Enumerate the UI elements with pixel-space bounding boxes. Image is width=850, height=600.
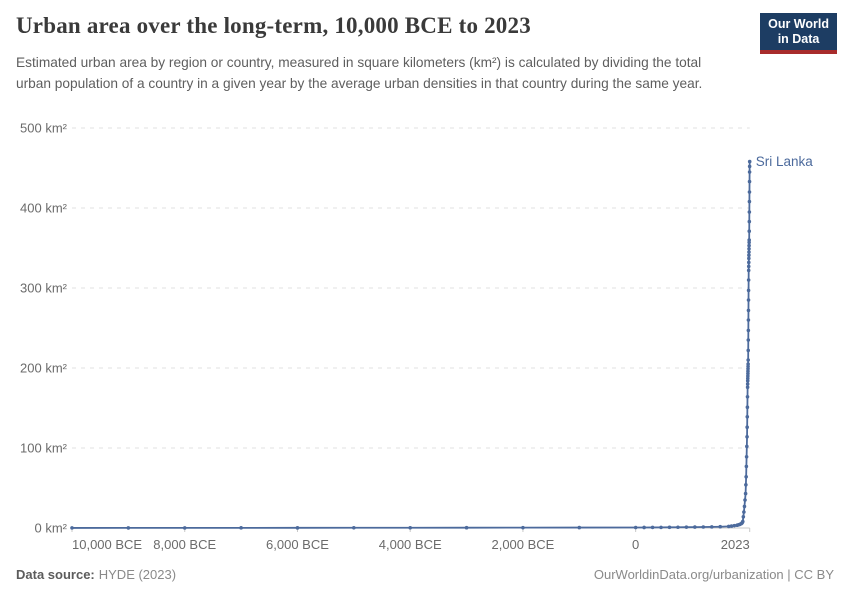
data-point[interactable]: [744, 455, 749, 459]
data-point[interactable]: [747, 164, 752, 169]
data-point[interactable]: [633, 525, 638, 530]
data-point[interactable]: [718, 524, 723, 529]
x-axis-label: 0: [632, 537, 639, 552]
data-point[interactable]: [745, 444, 749, 449]
data-point[interactable]: [740, 519, 745, 524]
data-point[interactable]: [747, 190, 752, 194]
data-point[interactable]: [659, 525, 663, 530]
data-point[interactable]: [667, 525, 672, 530]
data-point[interactable]: [693, 525, 697, 529]
data-point[interactable]: [743, 491, 748, 496]
y-axis-label: 0 km²: [35, 521, 68, 536]
data-point[interactable]: [732, 523, 737, 528]
data-point[interactable]: [747, 170, 752, 174]
data-point[interactable]: [747, 250, 751, 254]
data-point[interactable]: [747, 260, 751, 265]
data-point[interactable]: [747, 229, 752, 233]
data-point[interactable]: [746, 278, 751, 282]
data-point[interactable]: [745, 395, 750, 399]
data-point[interactable]: [747, 256, 751, 261]
data-point[interactable]: [182, 526, 187, 530]
data-point[interactable]: [239, 526, 243, 530]
data-point[interactable]: [747, 199, 752, 204]
data-point[interactable]: [709, 525, 714, 529]
data-point[interactable]: [745, 382, 750, 386]
page-title: Urban area over the long-term, 10,000 BC…: [16, 13, 531, 38]
data-point[interactable]: [744, 483, 748, 487]
data-point[interactable]: [746, 288, 751, 293]
chart-subtitle: Estimated urban area by region or countr…: [16, 55, 703, 91]
owid-logo[interactable]: Our World in Data: [760, 13, 837, 54]
data-point[interactable]: [745, 385, 750, 390]
data-point[interactable]: [745, 405, 750, 410]
data-point[interactable]: [746, 362, 750, 366]
y-axis-label: 500 km²: [20, 121, 68, 136]
data-point[interactable]: [747, 159, 752, 164]
series-label-sri-lanka[interactable]: Sri Lanka: [756, 154, 814, 169]
data-point[interactable]: [729, 524, 734, 528]
data-point[interactable]: [747, 179, 752, 184]
data-point[interactable]: [746, 268, 751, 273]
data-point[interactable]: [295, 526, 300, 530]
x-axis-label: 2023: [721, 537, 750, 552]
data-source-value: HYDE (2023): [98, 567, 177, 582]
data-point[interactable]: [746, 358, 750, 362]
owid-logo-line1: Our World: [768, 17, 829, 31]
series-line-sri-lanka[interactable]: [71, 160, 751, 529]
data-point[interactable]: [642, 525, 646, 530]
data-point[interactable]: [747, 253, 751, 257]
data-point[interactable]: [746, 328, 751, 333]
data-point[interactable]: [745, 415, 750, 419]
data-point[interactable]: [352, 525, 356, 530]
y-axis-label: 400 km²: [20, 201, 68, 216]
data-point[interactable]: [747, 243, 751, 248]
data-point[interactable]: [745, 435, 749, 439]
data-point[interactable]: [650, 525, 655, 530]
data-point[interactable]: [684, 525, 689, 529]
data-point[interactable]: [701, 525, 706, 529]
data-point[interactable]: [126, 526, 131, 530]
x-axis-label: 6,000 BCE: [266, 537, 329, 552]
data-point[interactable]: [746, 348, 751, 353]
owid-logo-line2: in Data: [777, 32, 820, 46]
x-axis-label: 8,000 BCE: [153, 537, 216, 552]
data-point[interactable]: [747, 210, 752, 214]
data-point[interactable]: [746, 308, 751, 313]
chart-footer: Data source: HYDE (2023) OurWorldinData.o…: [16, 567, 834, 582]
data-point[interactable]: [741, 515, 746, 519]
data-point[interactable]: [747, 238, 751, 242]
data-point[interactable]: [746, 264, 751, 269]
data-point[interactable]: [577, 525, 582, 530]
data-point[interactable]: [745, 425, 749, 430]
y-axis-label: 300 km²: [20, 281, 68, 296]
data-point[interactable]: [726, 524, 731, 529]
data-source-label: Data source:: [16, 567, 95, 582]
data-source: Data source: HYDE (2023): [16, 567, 176, 582]
data-point[interactable]: [744, 464, 749, 469]
data-point[interactable]: [408, 525, 413, 530]
data-point[interactable]: [742, 504, 747, 509]
data-point[interactable]: [521, 525, 525, 530]
data-point[interactable]: [747, 219, 752, 224]
y-axis-label: 100 km²: [20, 441, 68, 456]
data-point[interactable]: [743, 498, 747, 502]
x-axis-label: 2,000 BCE: [491, 537, 554, 552]
data-point[interactable]: [744, 475, 748, 479]
y-axis-label: 200 km²: [20, 361, 68, 376]
line-chart: 0 km² 100 km² 200 km² 300 km² 400 km² 500 km²…: [20, 121, 814, 553]
data-point[interactable]: [747, 247, 751, 251]
data-point[interactable]: [746, 338, 751, 342]
credit-link[interactable]: OurWorldinData.org/urbanization | CC BY: [593, 567, 834, 582]
data-point[interactable]: [746, 298, 751, 302]
data-point[interactable]: [676, 525, 680, 530]
x-axis-label: 10,000 BCE: [72, 537, 142, 552]
data-point[interactable]: [70, 526, 74, 530]
data-point[interactable]: [746, 318, 751, 322]
data-point[interactable]: [742, 510, 746, 514]
x-axis-label: 4,000 BCE: [379, 537, 442, 552]
data-point[interactable]: [464, 525, 469, 530]
